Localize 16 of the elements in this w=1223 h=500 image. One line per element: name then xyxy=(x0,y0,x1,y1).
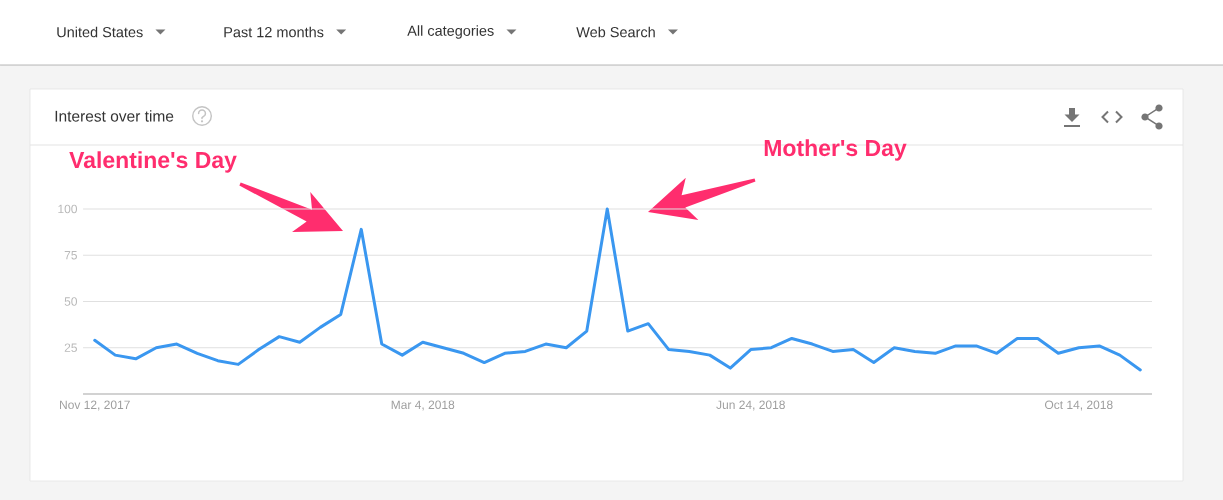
text: Past 12 months xyxy=(224,26,324,38)
x-tick-label: Jun 24, 2018 xyxy=(716,400,785,411)
text: Mother's Day xyxy=(764,139,907,161)
y-tick-label: 75 xyxy=(64,251,77,260)
y-tick-label: 100 xyxy=(58,204,78,214)
x-tick-label: Mar 4, 2018 xyxy=(391,400,455,411)
chart-title: Interest over time xyxy=(55,110,174,122)
y-tick-label: 50 xyxy=(64,297,78,306)
y-tick-label: 25 xyxy=(64,343,77,352)
x-tick-label: Nov 12, 2017 xyxy=(60,400,130,411)
text: United States xyxy=(57,26,143,38)
text: Web Search xyxy=(576,26,655,38)
line-series xyxy=(93,207,1142,372)
text: Valentine's Day xyxy=(69,151,237,173)
text: All categories xyxy=(407,25,494,39)
x-tick-label: Oct 14, 2018 xyxy=(1044,400,1113,411)
